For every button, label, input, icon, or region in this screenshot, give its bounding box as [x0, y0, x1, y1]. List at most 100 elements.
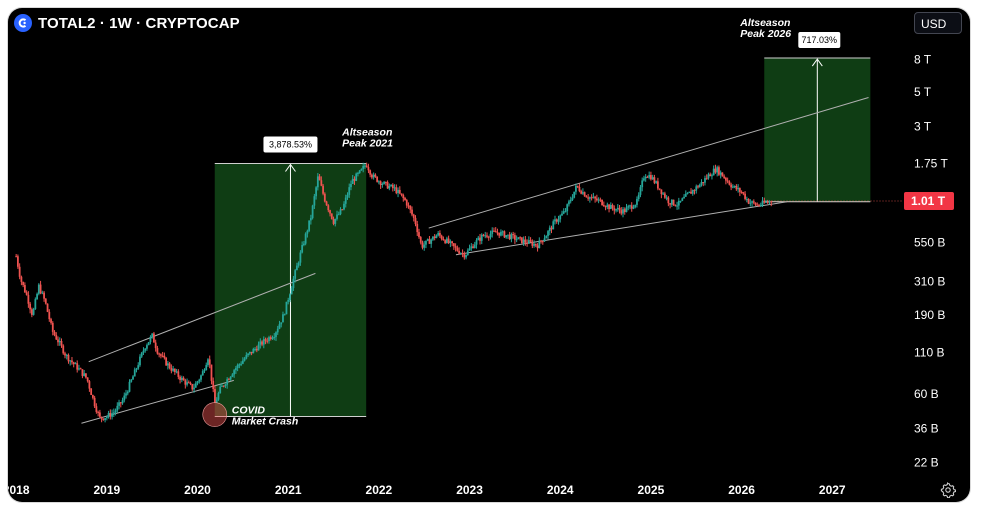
- candle-body: [283, 314, 286, 316]
- candle-body: [531, 241, 534, 246]
- candle-body: [751, 201, 753, 203]
- candle-body: [271, 337, 274, 339]
- candle-body: [763, 200, 766, 203]
- candle-body: [332, 218, 335, 224]
- candle-body: [582, 192, 584, 194]
- candle-body: [466, 250, 469, 256]
- candle-body: [557, 219, 560, 222]
- candle-body: [123, 395, 126, 401]
- candle-body: [627, 206, 630, 208]
- candle-body: [114, 410, 117, 413]
- candle-body: [386, 182, 389, 189]
- candle-body: [527, 240, 530, 244]
- candle-body: [221, 385, 223, 387]
- candle-body: [484, 235, 487, 237]
- candle-body: [62, 345, 65, 354]
- candle-body: [351, 178, 354, 184]
- candle-body: [440, 235, 443, 239]
- candle-body: [426, 239, 429, 241]
- candle-body: [86, 377, 89, 382]
- candle-body: [290, 288, 293, 295]
- candle-body: [275, 332, 277, 337]
- candle-body: [44, 298, 47, 304]
- candle-body: [740, 191, 743, 193]
- candle-body: [294, 270, 297, 279]
- candle-body: [459, 253, 462, 255]
- candle-body: [365, 165, 368, 168]
- candle-body: [536, 245, 539, 249]
- candle-body: [330, 213, 333, 219]
- candle-body: [144, 348, 147, 351]
- candle-body: [163, 355, 166, 358]
- candle-body: [491, 230, 494, 234]
- annotation-line: Peak 2026: [740, 28, 791, 40]
- candle-body: [325, 201, 328, 206]
- candle-body: [358, 170, 361, 173]
- candle-body: [493, 230, 495, 232]
- candle-body: [604, 206, 607, 208]
- candle-body: [280, 322, 283, 325]
- candle-body: [85, 373, 87, 378]
- gear-icon[interactable]: [940, 482, 956, 498]
- candle-body: [595, 198, 598, 201]
- candle-body: [398, 189, 401, 194]
- candle-body: [17, 256, 19, 267]
- candle-body: [482, 234, 485, 236]
- candle-body: [719, 172, 722, 175]
- candle-body: [48, 311, 51, 320]
- candle-body: [255, 348, 258, 351]
- candle-body: [371, 174, 373, 178]
- candle-body: [412, 214, 415, 218]
- candle-body: [64, 353, 66, 356]
- candle-body: [154, 342, 157, 349]
- candle-body: [278, 324, 281, 329]
- candle-body: [208, 359, 211, 365]
- candle-body: [698, 184, 701, 188]
- candle-body: [498, 232, 501, 236]
- candle-body: [287, 300, 290, 302]
- currency-select[interactable]: USD: [914, 12, 962, 34]
- candle-body: [691, 190, 694, 194]
- candle-body: [30, 309, 33, 315]
- candle-body: [95, 406, 98, 412]
- candle-body: [683, 196, 685, 199]
- candle-body: [634, 204, 637, 208]
- candle-body: [550, 227, 553, 230]
- candle-body: [215, 399, 218, 403]
- candle-body: [67, 354, 70, 362]
- candle-body: [228, 379, 230, 381]
- candle-body: [622, 209, 624, 214]
- candle-body: [107, 412, 110, 417]
- candle-body: [679, 200, 682, 202]
- candle-body: [250, 351, 253, 354]
- candle-body: [756, 204, 759, 206]
- candle-body: [367, 167, 370, 171]
- candle-body: [704, 178, 706, 183]
- candle-body: [744, 193, 746, 199]
- candle-body: [505, 235, 508, 238]
- zone-percent-badge: [263, 136, 318, 153]
- candle-body: [238, 364, 241, 366]
- candle-body: [573, 191, 576, 198]
- candle-body: [196, 381, 199, 384]
- candle-body: [541, 241, 544, 243]
- candle-body: [210, 364, 213, 381]
- candle-body: [27, 294, 30, 304]
- chart-frame: TOTAL2 · 1W · CRYPTOCAP USD 3,878.53% Alt…: [8, 8, 970, 502]
- candle-body: [240, 363, 243, 365]
- annotation-line: Altseason: [341, 127, 392, 139]
- candle-body: [353, 178, 356, 181]
- candle-body: [730, 184, 733, 188]
- candle-body: [121, 400, 124, 404]
- candle-body: [615, 209, 617, 211]
- candle-body: [735, 185, 738, 190]
- candle-body: [241, 360, 244, 364]
- candle-body: [18, 266, 21, 277]
- chart-header: TOTAL2 · 1W · CRYPTOCAP: [14, 14, 240, 32]
- zone-percent-badge: [798, 32, 841, 49]
- candle-body: [515, 239, 518, 241]
- candle-body: [337, 214, 340, 216]
- trendline: [455, 201, 788, 256]
- candle-body: [172, 368, 175, 371]
